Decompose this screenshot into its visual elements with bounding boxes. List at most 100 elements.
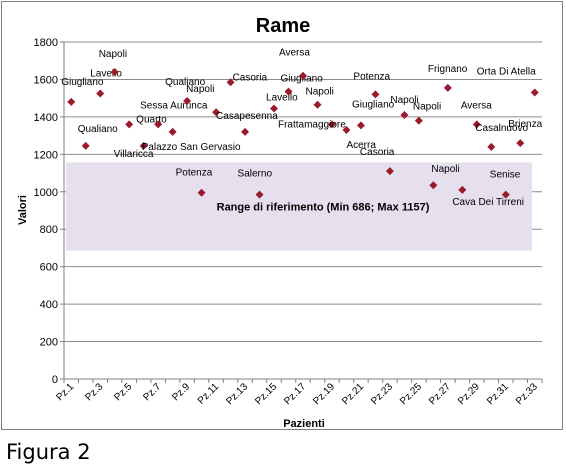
- data-point-marker: [501, 190, 510, 199]
- x-tick-label: Pz.31: [485, 381, 511, 407]
- data-point-marker: [168, 127, 177, 136]
- data-point-label: Lavello: [266, 92, 298, 103]
- data-point-marker: [443, 83, 452, 92]
- data-point-marker: [327, 120, 336, 129]
- data-point-marker: [472, 120, 481, 129]
- reference-band: [66, 162, 532, 251]
- x-tick-label: Pz.17: [282, 381, 308, 407]
- data-point-label: Orta Di Atella: [477, 67, 536, 78]
- data-point-label: Giugliano: [352, 99, 395, 110]
- data-point-marker: [154, 120, 163, 129]
- x-tick-label: Pz.29: [456, 381, 482, 407]
- chart-frame: Rame Valori Pazienti Range di riferiment…: [1, 1, 563, 430]
- data-point-label: Sessa Aurunca: [140, 100, 208, 111]
- x-tick-label: Pz.11: [196, 381, 222, 407]
- plot-area: Range di riferimento (Min 686; Max 1157)…: [34, 37, 543, 407]
- data-point-marker: [487, 142, 496, 151]
- data-point-marker: [385, 167, 394, 176]
- data-point-label: Frattamaggiore: [278, 119, 346, 130]
- x-tick-label: Pz.7: [141, 381, 163, 403]
- x-tick-label: Pz.19: [311, 381, 337, 407]
- data-point-label: Napoli: [413, 102, 441, 113]
- x-tick-label: Pz.27: [427, 381, 453, 407]
- y-tick-label: 800: [40, 224, 58, 236]
- y-tick-label: 1600: [34, 74, 58, 86]
- x-tick-label: Pz.25: [398, 381, 424, 407]
- scatter-chart: Rame Valori Pazienti Range di riferiment…: [17, 15, 543, 430]
- data-point-marker: [125, 120, 134, 129]
- figure-caption: Figura 2: [6, 440, 91, 464]
- data-point-label: Napoli: [431, 164, 459, 175]
- data-point-label: Napoli: [305, 87, 333, 98]
- y-tick-label: 200: [40, 337, 58, 349]
- data-point-label: Quarto: [136, 114, 167, 125]
- data-point-marker: [284, 87, 293, 96]
- data-point-label: Casalnuovo: [475, 123, 528, 134]
- x-tick-label: Pz.3: [83, 381, 105, 403]
- reference-band-label: Range di riferimento (Min 686; Max 1157): [217, 201, 430, 213]
- data-point-label: Cava Dei Tirreni: [452, 197, 524, 208]
- data-point-marker: [241, 127, 250, 136]
- data-point-label: Potenza: [353, 71, 390, 82]
- y-tick-label: 0: [52, 374, 58, 386]
- data-point-marker: [356, 121, 365, 130]
- chart-title: Rame: [256, 15, 310, 37]
- data-point-label: Qualiano: [165, 77, 205, 88]
- data-point-label: Napoli: [390, 95, 418, 106]
- y-tick-label: 1800: [34, 37, 58, 49]
- data-point-marker: [96, 89, 105, 98]
- data-point-marker: [212, 108, 221, 117]
- data-point-marker: [197, 188, 206, 197]
- data-point-label: Casoria: [360, 147, 395, 158]
- data-point-label: Qualiano: [78, 124, 118, 135]
- x-tick-label: Pz.5: [112, 381, 134, 403]
- x-tick-label: Pz.21: [340, 381, 366, 407]
- data-point-label: Casapesenna: [216, 111, 278, 122]
- data-point-label: Palazzo San Gervasio: [142, 142, 241, 153]
- data-point-marker: [183, 96, 192, 105]
- y-tick-label: 1000: [34, 187, 58, 199]
- data-point-marker: [516, 139, 525, 148]
- data-point-marker: [139, 141, 148, 150]
- data-point-label: Napoli: [186, 84, 214, 95]
- x-tick-label: Pz.23: [369, 381, 395, 407]
- data-point-label: Napoli: [99, 49, 127, 60]
- data-point-marker: [110, 67, 119, 76]
- y-tick-label: 1400: [34, 112, 58, 124]
- x-axis-title: Pazienti: [283, 418, 325, 430]
- data-point-label: Potenza: [176, 168, 213, 179]
- data-point-marker: [371, 90, 380, 99]
- data-point-marker: [429, 181, 438, 190]
- y-tick-label: 600: [40, 262, 58, 274]
- x-tick-label: Pz.15: [253, 381, 279, 407]
- data-point-label: Frignano: [428, 64, 468, 75]
- data-point-marker: [299, 71, 307, 80]
- data-point-label: Acerra: [346, 140, 376, 151]
- y-tick-label: 1200: [34, 149, 58, 161]
- x-tick-label: Pz.9: [170, 381, 192, 403]
- data-point-marker: [342, 125, 351, 134]
- x-tick-label: Pz.13: [224, 381, 250, 407]
- y-tick-label: 400: [40, 299, 58, 311]
- data-point-label: Villaricca: [114, 149, 154, 160]
- data-point-marker: [226, 78, 235, 87]
- data-point-label: Brienza: [508, 119, 542, 130]
- data-point-marker: [530, 88, 539, 97]
- data-point-marker: [270, 104, 279, 113]
- data-point-label: Salerno: [238, 169, 273, 180]
- data-point-label: Lavello: [90, 68, 122, 79]
- data-point-marker: [458, 185, 467, 194]
- data-point-label: Aversa: [461, 100, 492, 111]
- data-point-marker: [400, 111, 409, 120]
- x-tick-label: Pz.33: [514, 381, 540, 407]
- data-point-label: Casoria: [233, 72, 268, 83]
- data-point-label: Aversa: [279, 48, 310, 59]
- y-axis-title: Valori: [17, 195, 29, 225]
- data-point-marker: [414, 116, 423, 125]
- data-point-label: Giugliano: [281, 74, 324, 85]
- data-point-marker: [67, 97, 76, 106]
- data-point-label: Giugliano: [61, 77, 104, 88]
- data-point-marker: [313, 100, 322, 109]
- data-point-label: Senise: [490, 170, 521, 181]
- data-point-marker: [81, 141, 90, 150]
